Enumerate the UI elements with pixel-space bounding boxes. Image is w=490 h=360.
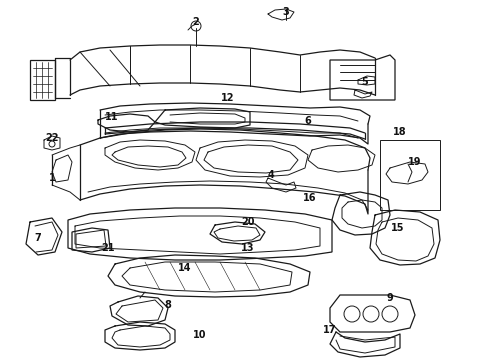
Text: 12: 12 <box>221 93 235 103</box>
Text: 19: 19 <box>408 157 422 167</box>
Text: 6: 6 <box>305 116 311 126</box>
Text: 4: 4 <box>268 170 274 180</box>
Text: 20: 20 <box>241 217 255 227</box>
Text: 13: 13 <box>241 243 255 253</box>
Text: 9: 9 <box>387 293 393 303</box>
Text: 2: 2 <box>193 17 199 27</box>
Text: 16: 16 <box>303 193 317 203</box>
Text: 10: 10 <box>193 330 207 340</box>
Text: 11: 11 <box>105 112 119 122</box>
Text: 8: 8 <box>165 300 172 310</box>
Text: 7: 7 <box>35 233 41 243</box>
Text: 3: 3 <box>283 7 290 17</box>
Text: 5: 5 <box>362 77 368 87</box>
Text: 1: 1 <box>49 173 55 183</box>
Text: 22: 22 <box>45 133 59 143</box>
Text: 14: 14 <box>178 263 192 273</box>
Text: 17: 17 <box>323 325 337 335</box>
Text: 15: 15 <box>391 223 405 233</box>
Text: 21: 21 <box>101 243 115 253</box>
Text: 18: 18 <box>393 127 407 137</box>
